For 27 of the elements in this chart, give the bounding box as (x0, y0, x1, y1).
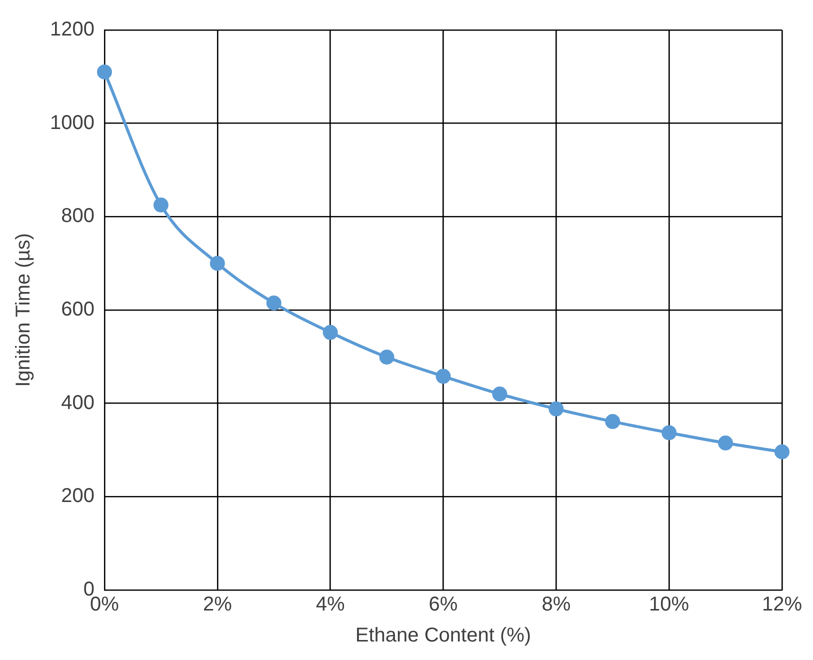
point (605, 414, 620, 430)
x-axis-title: Ethane Content (%) (355, 624, 532, 647)
x-tick-label: 6% (428, 594, 458, 616)
point (548, 401, 564, 416)
y-tick-label: 1000 (50, 112, 94, 134)
point (266, 296, 282, 310)
point (210, 256, 225, 271)
y-tick-label: 800 (61, 205, 94, 228)
y-tick-label: 400 (61, 392, 94, 414)
point (379, 350, 394, 365)
point (96, 64, 112, 80)
x-tick-label: 8% (542, 594, 571, 616)
x-tick-label: 10% (649, 594, 690, 616)
point (774, 444, 790, 460)
point (662, 425, 677, 440)
point (322, 324, 338, 340)
x-tick-label: 12% (762, 594, 802, 616)
y-tick-label: 200 (61, 485, 94, 508)
point (436, 368, 451, 384)
x-tick-label: 4% (316, 594, 345, 616)
y-tick-label: 600 (61, 298, 94, 321)
y-tick-label: 1200 (50, 18, 94, 41)
y-axis-title: Ignition Time (µs) (12, 233, 35, 387)
point (718, 436, 734, 450)
point (492, 386, 508, 402)
x-tick-label: 2% (202, 594, 232, 616)
point (153, 198, 168, 212)
